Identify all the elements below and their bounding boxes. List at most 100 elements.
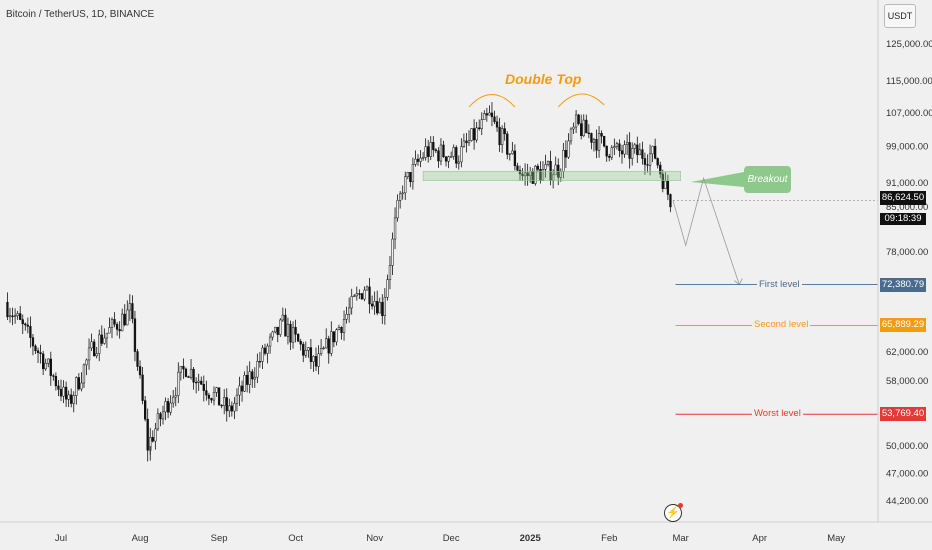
candle-down — [465, 140, 468, 144]
candle-down — [31, 337, 35, 347]
symbol-title[interactable]: Bitcoin / TetherUS, 1D, BINANCE — [6, 9, 155, 20]
candle-down — [230, 405, 233, 412]
candle-down — [434, 149, 438, 152]
time-tick-label: May — [827, 533, 845, 544]
candle-down — [64, 386, 68, 400]
candle-up — [164, 401, 167, 413]
candle-up — [238, 385, 241, 396]
candle-up — [189, 368, 193, 378]
candle-up — [388, 265, 392, 280]
candle-up — [421, 157, 425, 159]
candle-down — [432, 142, 435, 151]
candle-up — [108, 327, 111, 334]
candle-down — [495, 121, 499, 128]
candle-up — [348, 307, 351, 315]
candle-up — [610, 147, 613, 158]
candle-up — [105, 332, 109, 339]
candle-down — [59, 389, 63, 397]
candle-up — [121, 313, 124, 332]
candle-up — [419, 157, 422, 162]
candle-up — [90, 341, 93, 349]
currency-button[interactable]: USDT — [884, 4, 916, 28]
candle-up — [156, 413, 160, 430]
price-tick-label: 125,000.00 — [886, 39, 932, 50]
candle-down — [138, 366, 142, 376]
candle-up — [401, 192, 404, 195]
candle-up — [110, 319, 114, 328]
candle-down — [217, 387, 221, 406]
candle-down — [297, 334, 300, 342]
candle-down — [595, 139, 598, 151]
candle-down — [628, 142, 631, 159]
candle-down — [100, 334, 103, 344]
time-tick-label: Sep — [211, 533, 228, 544]
second-level-label: Second level — [752, 319, 811, 331]
candle-down — [309, 347, 313, 362]
candle-down — [620, 150, 624, 155]
breakout-pointer — [690, 172, 744, 187]
candle-up — [154, 428, 157, 442]
candle-up — [633, 144, 636, 149]
candle-down — [636, 144, 639, 156]
candle-up — [582, 119, 585, 136]
candle-down — [585, 119, 588, 134]
candle-up — [404, 176, 407, 194]
candle-down — [618, 143, 621, 151]
candle-down — [327, 338, 330, 354]
time-tick-label: Mar — [672, 533, 688, 544]
candle-up — [544, 164, 547, 170]
time-tick-label: 2025 — [520, 533, 542, 544]
candle-down — [182, 365, 185, 370]
candle-down — [26, 324, 30, 327]
candle-down — [6, 302, 9, 318]
candle-up — [562, 149, 565, 172]
candle-down — [115, 324, 119, 330]
candle-down — [368, 286, 371, 305]
candle-up — [80, 382, 83, 390]
candle-up — [631, 148, 634, 159]
candle-down — [526, 172, 529, 176]
candle-down — [521, 173, 524, 177]
notification-dot — [678, 503, 683, 508]
candle-up — [391, 238, 394, 266]
candle-down — [437, 150, 440, 162]
candle-down — [358, 293, 361, 295]
candle-up — [393, 217, 397, 240]
candle-up — [353, 295, 356, 297]
candle-down — [93, 341, 96, 357]
first-level-price-badge: 72,380.79 — [880, 277, 926, 292]
price-tick-label: 115,000.00 — [886, 76, 932, 87]
candle-down — [409, 172, 412, 183]
candle-down — [656, 158, 659, 166]
price-tick-label: 99,000.00 — [886, 142, 928, 153]
candle-down — [21, 319, 24, 325]
candle-down — [210, 398, 213, 401]
candle-down — [207, 394, 211, 399]
lightning-icon[interactable]: ⚡ — [664, 503, 683, 522]
candle-up — [274, 326, 277, 333]
candle-down — [498, 126, 501, 146]
candle-down — [24, 323, 27, 326]
candle-up — [648, 153, 652, 166]
candle-up — [47, 358, 50, 364]
time-tick-label: Jul — [55, 533, 67, 544]
candle-down — [416, 158, 420, 162]
candle-up — [103, 337, 106, 344]
candle-up — [317, 353, 320, 367]
candle-down — [590, 133, 593, 143]
candle-down — [276, 326, 279, 335]
candle-up — [414, 158, 417, 165]
candle-up — [467, 140, 471, 144]
price-tick-label: 50,000.00 — [886, 441, 928, 452]
candle-up — [62, 386, 65, 397]
worst-level-label: Worst level — [752, 408, 803, 420]
candle-up — [355, 293, 358, 297]
candle-up — [574, 114, 578, 128]
candle-down — [666, 180, 670, 195]
first-level-label: First level — [757, 278, 802, 290]
candle-up — [248, 371, 251, 385]
candle-up — [266, 345, 269, 354]
candle-up — [462, 140, 466, 147]
candle-up — [271, 331, 274, 338]
